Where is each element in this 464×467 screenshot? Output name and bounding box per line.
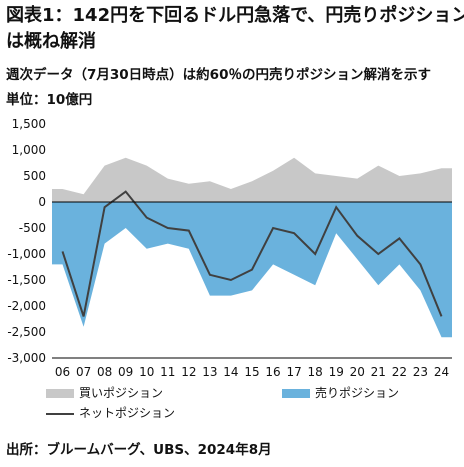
x-tick-label: 08 (97, 365, 112, 379)
x-tick-label: 07 (76, 365, 91, 379)
legend-item-short: 売りポジション (282, 384, 399, 401)
legend-swatch-short (282, 389, 310, 398)
x-tick-label: 16 (265, 365, 280, 379)
y-tick-label: 1,500 (12, 117, 46, 131)
source-note: 出所：ブルームバーグ、UBS、2024年8月 (6, 442, 272, 458)
y-tick-label: -1,000 (7, 247, 46, 261)
y-tick-label: -3,000 (7, 351, 46, 365)
y-tick-label: 1,000 (12, 143, 46, 157)
x-tick-label: 22 (392, 365, 407, 379)
legend-label-short: 売りポジション (315, 386, 400, 400)
x-tick-label: 10 (139, 365, 154, 379)
chart-title-line2: は概ね解消 (6, 31, 96, 52)
y-tick-label: -2,500 (7, 325, 46, 339)
y-tick-label: 0 (38, 195, 46, 209)
x-tick-label: 12 (181, 365, 196, 379)
x-tick-label: 18 (308, 365, 323, 379)
y-tick-label: -2,000 (7, 299, 46, 313)
x-tick-label: 14 (223, 365, 238, 379)
legend-label-long: 買いポジション (79, 386, 164, 400)
legend-swatch-long (46, 389, 74, 398)
y-tick-label: 500 (23, 169, 46, 183)
chart-title-line1: 図表1：142円を下回るドル円急落で、円売りポジション (6, 5, 464, 26)
net-position-line-group (61, 190, 443, 317)
x-tick-label: 23 (413, 365, 428, 379)
x-tick-label: 24 (434, 365, 449, 379)
x-tick-label: 11 (160, 365, 175, 379)
legend-swatch-net (46, 412, 74, 415)
x-tick-label: 20 (350, 365, 365, 379)
x-tick-label: 09 (118, 365, 133, 379)
unit-label: 単位：10億円 (6, 92, 93, 108)
y-tick-label: -500 (19, 221, 46, 235)
x-tick-label: 19 (329, 365, 344, 379)
x-tick-label: 21 (371, 365, 386, 379)
legend-item-long: 買いポジション (46, 384, 163, 401)
x-tick-labels: 06 07 08 09 10 11 12 13 14 15 16 17 18 19 20 21 22 23 24 (55, 365, 449, 379)
y-tick-labels: 1,500 1,000 500 0 -500 -1,000 -1,500 -2,000 -2,5… (7, 117, 46, 365)
x-tick-label: 15 (244, 365, 259, 379)
long-position-area (52, 157, 452, 202)
chart-subtitle: 週次データ（7月30日時点）は約60％の円売りポジション解消を示す (6, 67, 431, 83)
long-position-area-group (52, 157, 452, 202)
axis-group (52, 201, 452, 359)
y-tick-label: -1,500 (7, 273, 46, 287)
x-tick-label: 17 (286, 365, 301, 379)
x-tick-label: 06 (55, 365, 70, 379)
net-position-line (61, 190, 443, 317)
legend-item-net: ネットポジション (46, 404, 175, 421)
x-tick-label: 13 (202, 365, 217, 379)
legend-label-net: ネットポジション (79, 406, 176, 420)
